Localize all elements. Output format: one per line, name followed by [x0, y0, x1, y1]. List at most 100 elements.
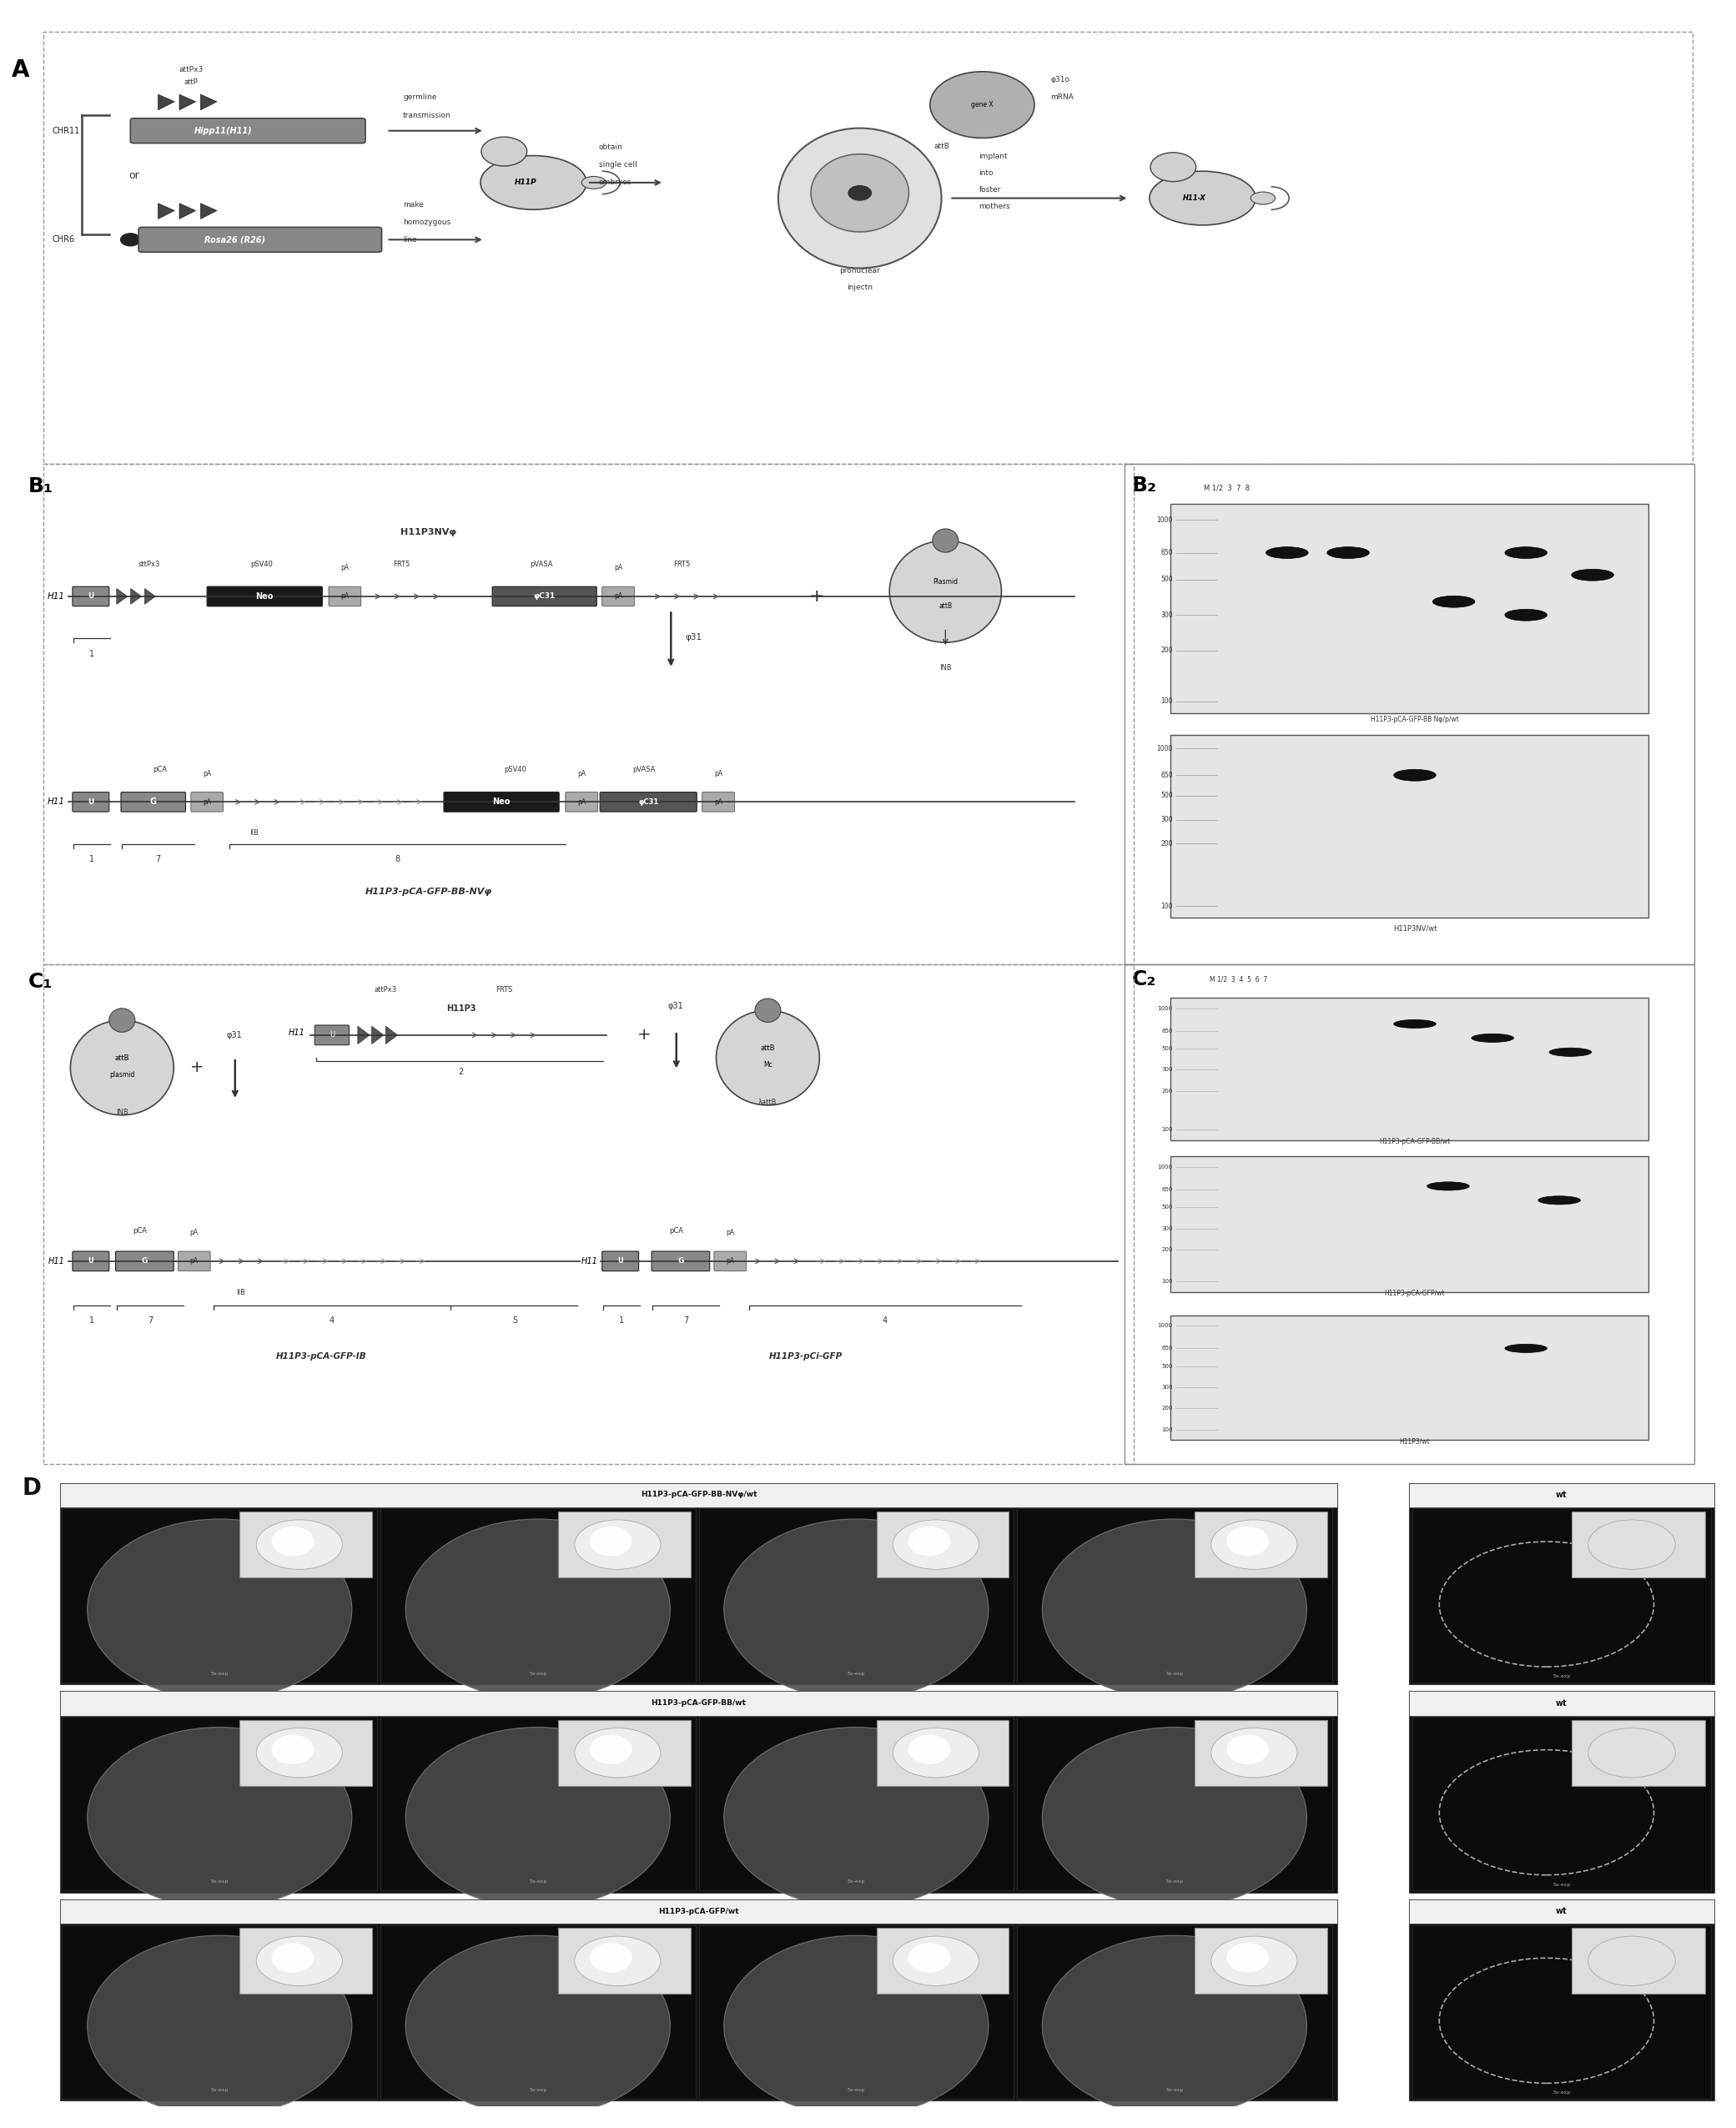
Text: H11P: H11P: [514, 179, 536, 187]
Text: H11P3-pCA-GFP-BB/wt: H11P3-pCA-GFP-BB/wt: [1380, 1138, 1450, 1145]
Ellipse shape: [1588, 1936, 1675, 1985]
Polygon shape: [158, 204, 174, 219]
Text: 500: 500: [1161, 1204, 1172, 1211]
Circle shape: [930, 72, 1035, 138]
Text: B₂: B₂: [1132, 475, 1156, 496]
Text: +: +: [191, 1060, 205, 1075]
Text: 5x-exp: 5x-exp: [1165, 1670, 1184, 1675]
Ellipse shape: [1266, 547, 1309, 558]
Text: 5x-exp: 5x-exp: [1552, 1883, 1571, 1888]
Text: pCA: pCA: [670, 1226, 684, 1234]
Text: H11P3-pCA-GFP-BB-NVφ/wt: H11P3-pCA-GFP-BB-NVφ/wt: [641, 1492, 757, 1498]
Text: foster: foster: [979, 185, 1002, 194]
Text: attB: attB: [760, 1045, 776, 1051]
FancyBboxPatch shape: [713, 1251, 746, 1270]
Text: C₁: C₁: [28, 972, 52, 992]
FancyBboxPatch shape: [62, 1717, 377, 1890]
FancyBboxPatch shape: [240, 1719, 372, 1785]
Text: U: U: [89, 592, 94, 600]
FancyBboxPatch shape: [1170, 734, 1647, 917]
Text: IIB: IIB: [236, 1290, 245, 1296]
Polygon shape: [116, 589, 127, 604]
Ellipse shape: [271, 1734, 314, 1764]
Ellipse shape: [724, 1728, 988, 1909]
Text: 5x-exp: 5x-exp: [1165, 2088, 1184, 2092]
Ellipse shape: [257, 1728, 342, 1777]
Text: pA: pA: [726, 1258, 734, 1264]
FancyBboxPatch shape: [328, 587, 361, 606]
FancyBboxPatch shape: [1413, 1717, 1710, 1890]
Ellipse shape: [1549, 1047, 1592, 1055]
Ellipse shape: [1588, 1519, 1675, 1568]
FancyBboxPatch shape: [557, 1928, 691, 1994]
Ellipse shape: [1571, 568, 1614, 581]
Text: 5x-exp: 5x-exp: [847, 1670, 865, 1675]
Text: Plasmid: Plasmid: [932, 579, 958, 585]
Ellipse shape: [724, 1936, 988, 2115]
Text: 200: 200: [1161, 1407, 1172, 1411]
FancyBboxPatch shape: [1170, 998, 1647, 1141]
FancyBboxPatch shape: [191, 792, 224, 811]
FancyBboxPatch shape: [698, 1509, 1014, 1683]
Ellipse shape: [1042, 1728, 1307, 1909]
Circle shape: [120, 234, 141, 247]
Text: M 1/2  3  4  5  6  7: M 1/2 3 4 5 6 7: [1210, 977, 1267, 983]
Text: H11P3-pCA-GFP-IB: H11P3-pCA-GFP-IB: [276, 1351, 366, 1360]
Text: 100: 100: [1161, 1279, 1172, 1283]
FancyBboxPatch shape: [1413, 1926, 1710, 2098]
Text: 5: 5: [512, 1317, 517, 1326]
FancyBboxPatch shape: [602, 587, 634, 606]
Text: pSV40: pSV40: [250, 560, 273, 568]
Ellipse shape: [892, 1936, 979, 1985]
Ellipse shape: [1505, 1345, 1547, 1353]
FancyBboxPatch shape: [1410, 1483, 1713, 1685]
Text: make: make: [403, 200, 424, 209]
FancyBboxPatch shape: [179, 1251, 210, 1270]
FancyBboxPatch shape: [1571, 1719, 1705, 1785]
Text: G: G: [677, 1258, 684, 1264]
Text: INB: INB: [939, 664, 951, 672]
FancyBboxPatch shape: [1194, 1719, 1326, 1785]
Text: 650: 650: [1161, 1187, 1172, 1192]
Ellipse shape: [1042, 1936, 1307, 2115]
Text: φ31: φ31: [686, 632, 701, 641]
Text: single cell: single cell: [599, 162, 637, 168]
Text: H11P3-pCA-GFP-BB/wt: H11P3-pCA-GFP-BB/wt: [651, 1700, 746, 1707]
Text: or: or: [128, 170, 139, 181]
Text: gene X: gene X: [970, 100, 993, 109]
Text: +: +: [809, 587, 825, 604]
Ellipse shape: [892, 1728, 979, 1777]
Text: B₁: B₁: [28, 477, 54, 496]
Ellipse shape: [406, 1728, 670, 1909]
Ellipse shape: [1042, 1519, 1307, 1700]
FancyBboxPatch shape: [1017, 1509, 1332, 1683]
FancyBboxPatch shape: [1410, 1692, 1713, 1892]
Text: embryos: embryos: [599, 179, 632, 187]
Ellipse shape: [1212, 1728, 1297, 1777]
Ellipse shape: [1538, 1196, 1580, 1204]
Ellipse shape: [724, 1519, 988, 1700]
Ellipse shape: [1588, 1728, 1675, 1777]
Text: H11P3NVφ: H11P3NVφ: [401, 528, 457, 536]
Text: pVASA: pVASA: [632, 766, 656, 772]
Text: 650: 650: [1160, 549, 1172, 555]
Text: wt: wt: [1555, 1698, 1568, 1707]
FancyBboxPatch shape: [130, 119, 365, 143]
Circle shape: [755, 998, 781, 1021]
Text: 5x-exp: 5x-exp: [1165, 1879, 1184, 1883]
Text: attPx3: attPx3: [179, 66, 203, 72]
Polygon shape: [385, 1026, 398, 1045]
Text: FRTS: FRTS: [496, 985, 512, 994]
Text: 5x-exp: 5x-exp: [847, 1879, 865, 1883]
Ellipse shape: [892, 1519, 979, 1568]
Ellipse shape: [908, 1943, 950, 1973]
FancyBboxPatch shape: [698, 1926, 1014, 2098]
Text: H11P3NV/wt: H11P3NV/wt: [1392, 926, 1437, 932]
Text: Rosa26 (R26): Rosa26 (R26): [205, 236, 266, 245]
Text: sttPx3: sttPx3: [137, 560, 160, 568]
FancyBboxPatch shape: [1017, 1717, 1332, 1890]
Text: 7: 7: [148, 1317, 153, 1326]
FancyBboxPatch shape: [701, 792, 734, 811]
Ellipse shape: [1505, 547, 1547, 558]
Text: H11P3-pCA-GFP-BB-NVφ: H11P3-pCA-GFP-BB-NVφ: [365, 887, 493, 896]
